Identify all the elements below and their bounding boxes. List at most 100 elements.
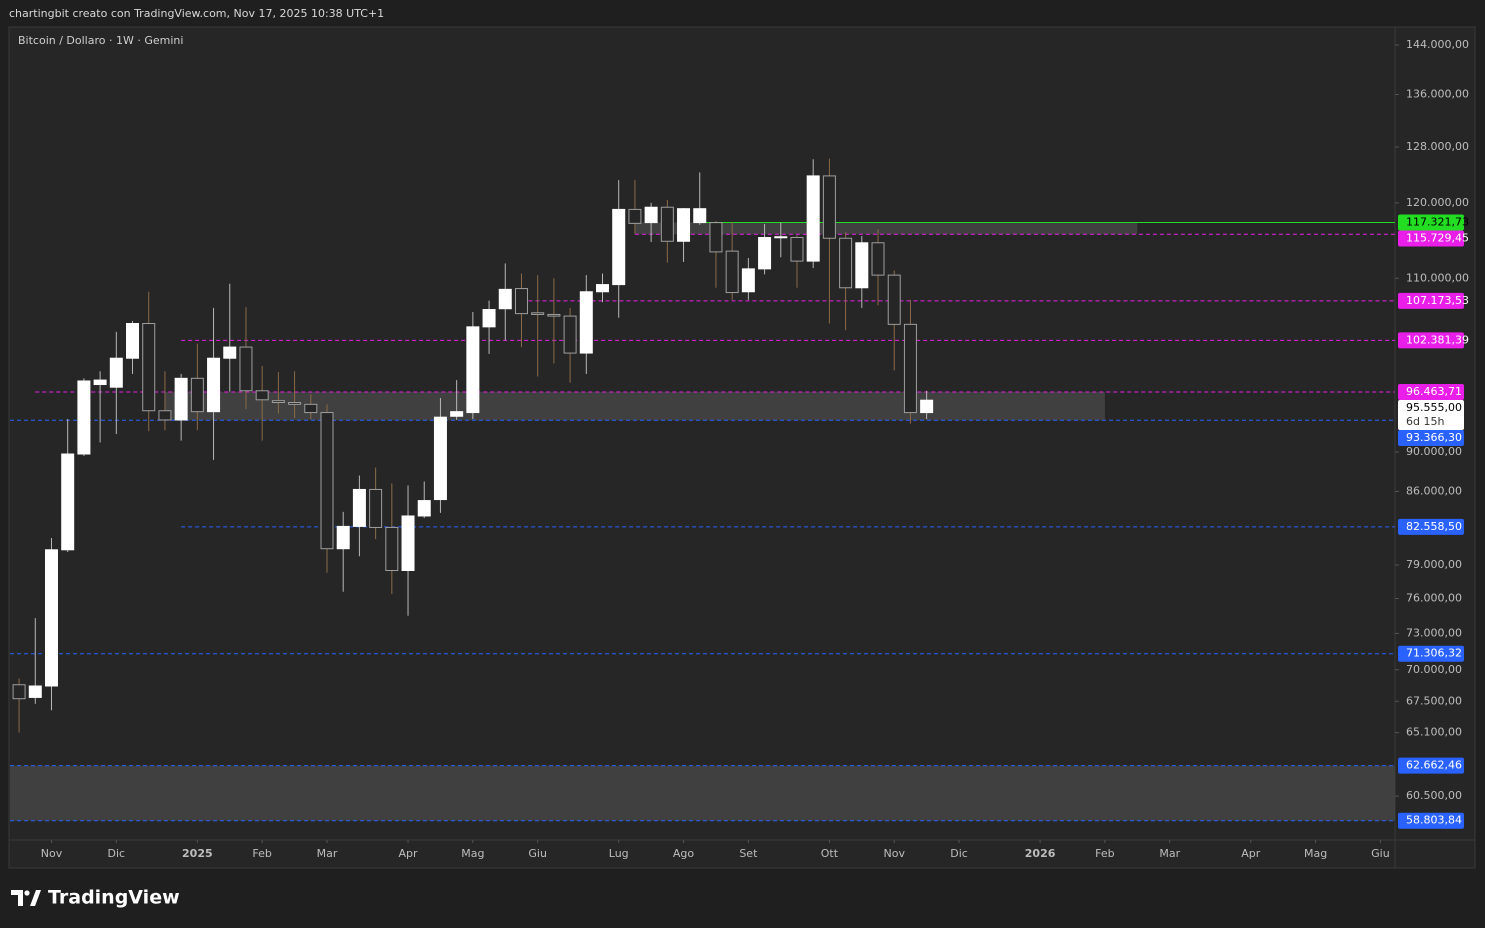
- candle-body: [255, 390, 269, 401]
- y-tick-label: 144.000,00: [1406, 38, 1469, 51]
- candle-body: [903, 323, 917, 414]
- candle-body: [514, 288, 528, 315]
- x-tick-label: Dic: [108, 847, 126, 860]
- candle-body: [401, 515, 415, 571]
- zone: [634, 222, 1138, 235]
- candle-body: [628, 208, 642, 224]
- candle-body: [61, 453, 75, 551]
- candle-body: [774, 236, 788, 239]
- level-label-box: [1398, 812, 1464, 829]
- y-tick-label: 65.100,00: [1406, 726, 1462, 739]
- candle-body: [126, 323, 140, 359]
- candle-body: [498, 288, 512, 310]
- candle-body: [450, 411, 464, 417]
- level-label: 96.463,71: [1406, 385, 1462, 398]
- x-tick-label: Ago: [673, 847, 695, 860]
- candle-body: [12, 684, 26, 700]
- candle-body: [190, 377, 204, 413]
- last-price-box: [1398, 400, 1464, 431]
- level-label: 115.729,45: [1406, 231, 1469, 244]
- x-tick-label: Nov: [41, 847, 63, 860]
- level-label-box: [1398, 430, 1464, 447]
- x-tick-label: Feb: [1095, 847, 1114, 860]
- y-tick-label: 90.000,00: [1406, 445, 1462, 458]
- y-tick-label: 76.000,00: [1406, 592, 1462, 605]
- candle-body: [142, 323, 156, 412]
- x-tick-label: Nov: [883, 847, 905, 860]
- candle-body: [871, 242, 885, 276]
- candle-body: [369, 488, 383, 528]
- candle-body: [77, 380, 91, 455]
- y-tick-label: 120.000,00: [1406, 196, 1469, 209]
- candle-body: [93, 379, 107, 386]
- level-label: 117.321,73: [1406, 215, 1469, 228]
- chart-frame: [8, 26, 1476, 869]
- x-tick-label: Apr: [399, 847, 419, 860]
- candle-body: [677, 208, 691, 242]
- candle-body: [806, 175, 820, 262]
- candle-body: [790, 237, 804, 262]
- x-tick-label: Mag: [1304, 847, 1327, 860]
- x-tick-label: Lug: [609, 847, 629, 860]
- candle-body: [417, 500, 431, 517]
- logo-text: TradingView: [48, 887, 180, 909]
- candle-body: [109, 357, 123, 388]
- logo-icon: [11, 890, 23, 906]
- level-label: 93.366,30: [1406, 431, 1462, 444]
- candle-body: [271, 400, 285, 404]
- candle-body: [482, 309, 496, 328]
- candle-body: [612, 208, 626, 286]
- candle-body: [385, 526, 399, 571]
- level-label: 71.306,32: [1406, 647, 1462, 660]
- candle-body: [207, 357, 221, 413]
- candle-body: [352, 488, 366, 527]
- logo-icon: [24, 890, 30, 896]
- candle-body: [660, 206, 674, 242]
- candle-body: [304, 403, 318, 414]
- level-label: 62.662,46: [1406, 759, 1462, 772]
- level-label-box: [1398, 292, 1464, 309]
- candle-body: [596, 284, 610, 293]
- candle-body: [693, 208, 707, 224]
- level-label-box: [1398, 518, 1464, 535]
- candle-body: [741, 268, 755, 293]
- level-label-box: [1398, 214, 1464, 231]
- candle-body: [887, 274, 901, 325]
- candle-body: [320, 412, 334, 550]
- candle-body: [839, 237, 853, 289]
- x-tick-label: Dic: [950, 847, 968, 860]
- x-tick-label: Giu: [1371, 847, 1390, 860]
- logo-icon: [30, 890, 41, 906]
- candle-body: [709, 222, 723, 253]
- x-tick-label: Feb: [252, 847, 271, 860]
- logo: TradingView: [11, 887, 180, 909]
- level-label-box: [1398, 332, 1464, 349]
- zone: [10, 765, 1395, 821]
- candle-body: [433, 416, 447, 501]
- candle-body: [822, 175, 836, 239]
- candle-body: [855, 242, 869, 289]
- level-label-box: [1398, 384, 1464, 401]
- candle-body: [547, 313, 561, 317]
- candle-body: [920, 399, 934, 414]
- x-tick-label: Giu: [528, 847, 547, 860]
- candle-body: [531, 312, 545, 315]
- x-tick-label: Mag: [461, 847, 484, 860]
- y-tick-label: 67.500,00: [1406, 694, 1462, 707]
- x-tick-label: Set: [739, 847, 758, 860]
- candle-body: [466, 326, 480, 414]
- level-label: 82.558,50: [1406, 520, 1462, 533]
- y-tick-label: 73.000,00: [1406, 626, 1462, 639]
- candle-body: [563, 315, 577, 354]
- candle-body: [174, 377, 188, 421]
- header: chartingbit creato con TradingView.com, …: [9, 7, 384, 20]
- level-label-box: [1398, 645, 1464, 662]
- candle-body: [44, 549, 58, 687]
- level-label: 102.381,39: [1406, 333, 1469, 346]
- level-label-box: [1398, 757, 1464, 774]
- x-tick-label: Ott: [821, 847, 839, 860]
- level-label: 107.173,53: [1406, 294, 1469, 307]
- candle-body: [579, 291, 593, 354]
- x-tick-label: Apr: [1241, 847, 1261, 860]
